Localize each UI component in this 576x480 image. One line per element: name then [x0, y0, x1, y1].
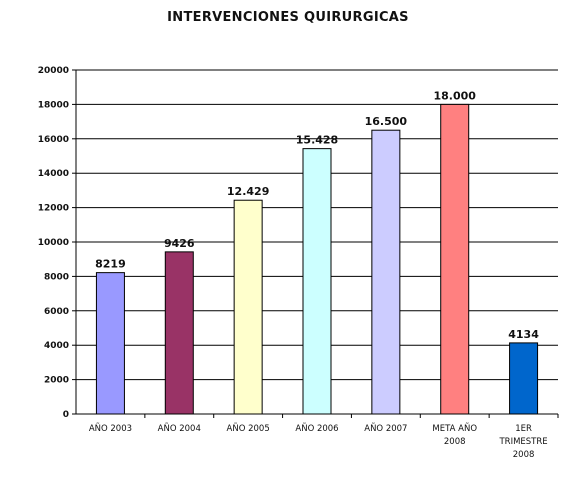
x-tick-label: 2008 — [513, 450, 535, 460]
y-tick-label: 4000 — [44, 341, 69, 351]
y-tick-label: 10000 — [38, 238, 69, 248]
bar — [233, 199, 263, 415]
bar — [440, 103, 470, 415]
x-tick-label: AÑO 2007 — [364, 423, 407, 434]
data-label: 8219 — [95, 258, 126, 271]
data-label: 15.428 — [296, 134, 338, 147]
y-tick-label: 12000 — [38, 204, 69, 214]
x-tick-label: 1ER — [515, 424, 532, 434]
x-tick-label: META AÑO — [432, 423, 477, 434]
data-label: 16.500 — [365, 115, 408, 128]
bar — [509, 342, 539, 415]
bar — [164, 251, 194, 415]
y-tick-label: 0 — [63, 410, 69, 420]
x-tick-label: AÑO 2004 — [158, 423, 201, 434]
data-label: 12.429 — [227, 185, 269, 198]
bar — [371, 129, 401, 415]
chart-title: INTERVENCIONES QUIRURGICAS — [167, 10, 409, 25]
y-tick-label: 20000 — [38, 66, 69, 76]
y-tick-label: 16000 — [38, 135, 69, 145]
y-tick-label: 14000 — [38, 169, 69, 179]
y-tick-label: 2000 — [44, 376, 69, 386]
y-tick-label: 6000 — [44, 307, 69, 317]
data-label: 9426 — [164, 237, 195, 250]
y-tick-label: 8000 — [44, 272, 69, 282]
x-tick-label: 2008 — [444, 437, 466, 447]
bar — [302, 148, 332, 415]
bar — [95, 272, 125, 415]
data-label: 18.000 — [433, 89, 476, 102]
x-tick-label: AÑO 2006 — [295, 423, 338, 434]
y-tick-label: 18000 — [38, 100, 69, 110]
x-tick-label: AÑO 2005 — [227, 423, 270, 434]
x-tick-label: TRIMESTRE — [498, 437, 547, 447]
data-label: 4134 — [508, 328, 539, 341]
x-tick-label: AÑO 2003 — [89, 423, 132, 434]
